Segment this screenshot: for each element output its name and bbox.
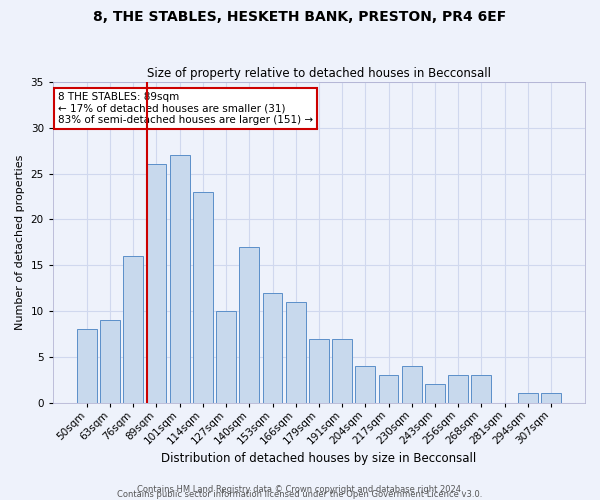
Text: Contains public sector information licensed under the Open Government Licence v3: Contains public sector information licen… [118,490,482,499]
Text: 8 THE STABLES: 89sqm
← 17% of detached houses are smaller (31)
83% of semi-detac: 8 THE STABLES: 89sqm ← 17% of detached h… [58,92,313,125]
Bar [77,330,97,402]
Bar [146,164,166,402]
Bar [355,366,375,403]
Bar [541,394,561,402]
Text: Contains HM Land Registry data © Crown copyright and database right 2024.: Contains HM Land Registry data © Crown c… [137,484,463,494]
Bar [170,156,190,402]
Text: 8, THE STABLES, HESKETH BANK, PRESTON, PR4 6EF: 8, THE STABLES, HESKETH BANK, PRESTON, P… [94,10,506,24]
Bar [332,338,352,402]
Bar [216,311,236,402]
Bar [425,384,445,402]
Bar [193,192,213,402]
Bar [286,302,305,402]
Bar [100,320,120,402]
Bar [518,394,538,402]
X-axis label: Distribution of detached houses by size in Becconsall: Distribution of detached houses by size … [161,452,476,465]
Bar [309,338,329,402]
Title: Size of property relative to detached houses in Becconsall: Size of property relative to detached ho… [147,66,491,80]
Bar [124,256,143,402]
Y-axis label: Number of detached properties: Number of detached properties [15,154,25,330]
Bar [239,247,259,402]
Bar [379,375,398,402]
Bar [472,375,491,402]
Bar [263,292,283,403]
Bar [448,375,468,402]
Bar [402,366,422,403]
